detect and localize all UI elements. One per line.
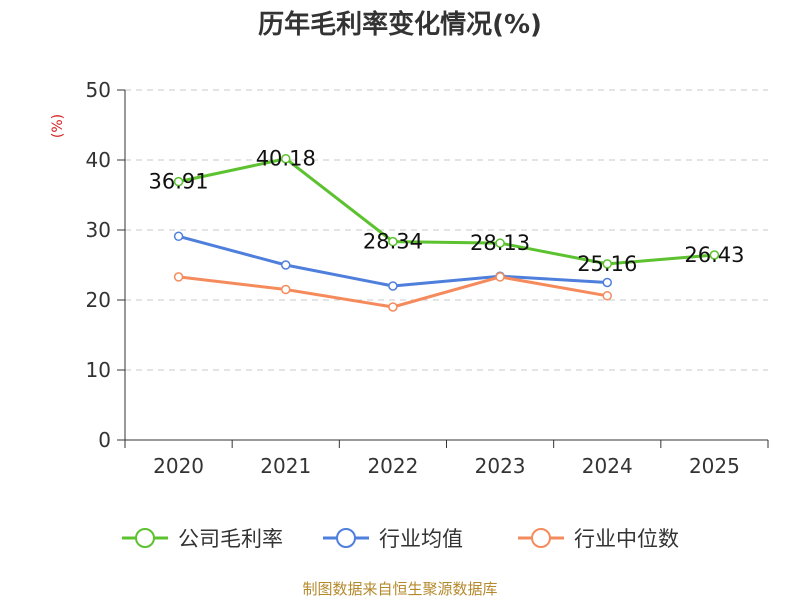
series-point [173,176,184,187]
data-source-note: 制图数据来自恒生聚源数据库 [302,580,498,598]
series-point [173,231,184,242]
legend-line-marker-icon [323,528,369,548]
series-point [388,236,398,247]
series-point [602,277,612,288]
series-line [178,157,715,266]
series-point [495,272,505,282]
data-label: 26.43 [684,243,744,267]
data-label: 25.16 [577,252,637,276]
y-tick-label: 10 [86,358,111,382]
series-point [281,284,291,295]
series-point [173,272,184,282]
series-point [281,153,291,164]
series-point [281,260,291,270]
data-label: 28.13 [470,231,530,255]
legend-line-marker-icon [122,528,168,548]
series-point [388,281,398,291]
y-tick-label: 0 [98,428,111,452]
legend-item[interactable]: 行业中位数 [518,520,679,556]
data-labels: 36.91 40.18 28.34 28.13 25.16 26.43 [149,147,745,276]
legend-label: 行业中位数 [574,527,679,551]
legend-circle [531,528,551,548]
x-tick-label: 2021 [260,454,311,478]
legend-item[interactable]: 公司毛利率 [122,520,283,556]
legend-line-marker-icon [518,528,564,548]
series-point [602,259,612,269]
legend: 公司毛利率 行业均值 行业中位数 [0,520,800,556]
series-point [495,238,505,248]
y-axis-label: (%) [50,114,66,138]
y-tick-label: 40 [86,148,111,172]
legend-circle [135,528,155,548]
axes: (%) 0 10 20 30 40 50 2020 2021 2022 2023 2024 2025 [50,78,769,478]
legend-item[interactable]: 行业均值 [323,520,463,556]
series-point [709,250,720,260]
data-label: 40.18 [256,147,316,171]
series-point [602,291,612,301]
legend-circle [336,528,356,548]
gridlines [125,89,768,371]
chart-title: 历年毛利率变化情况(%) [258,10,542,40]
y-tick-label: 50 [86,78,111,102]
x-tick-label: 2022 [367,454,418,478]
data-label: 28.34 [363,230,423,254]
series-point [388,302,398,312]
x-tick-label: 2024 [582,454,633,478]
x-tick-label: 2025 [689,454,740,478]
data-label: 36.91 [149,170,209,194]
series-lines [173,153,720,312]
y-tick-label: 20 [86,288,111,312]
legend-label: 公司毛利率 [178,527,283,551]
y-tick-label: 30 [86,218,111,242]
x-tick-label: 2020 [153,454,204,478]
x-tick-label: 2023 [475,454,526,478]
legend-label: 行业均值 [379,527,463,551]
